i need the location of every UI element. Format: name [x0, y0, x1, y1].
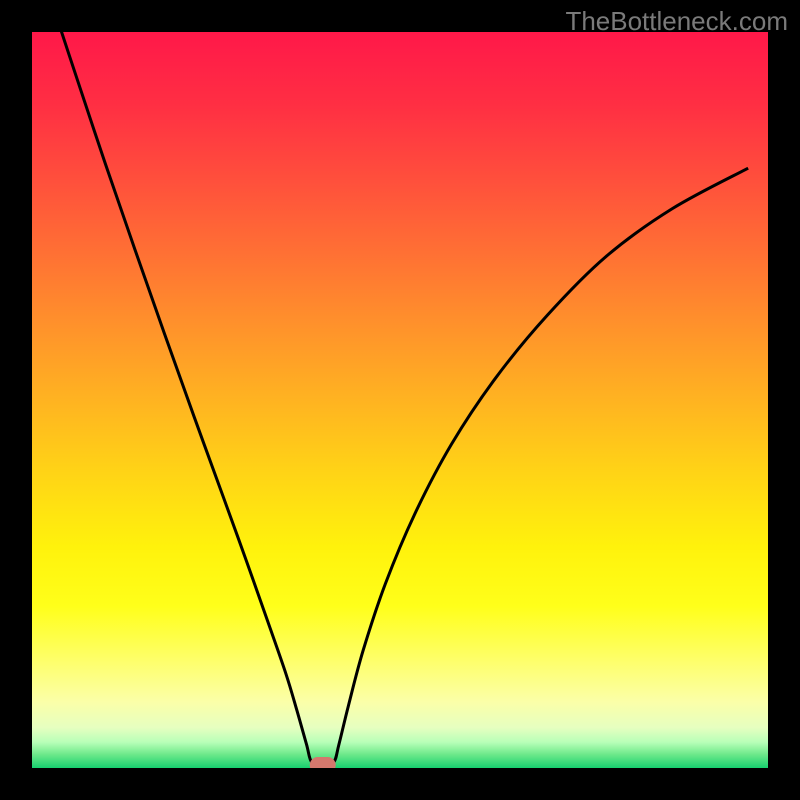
watermark-text: TheBottleneck.com	[565, 6, 788, 37]
gradient-background	[32, 32, 768, 768]
bottleneck-chart: TheBottleneck.com	[0, 0, 800, 800]
chart-canvas	[0, 0, 800, 800]
